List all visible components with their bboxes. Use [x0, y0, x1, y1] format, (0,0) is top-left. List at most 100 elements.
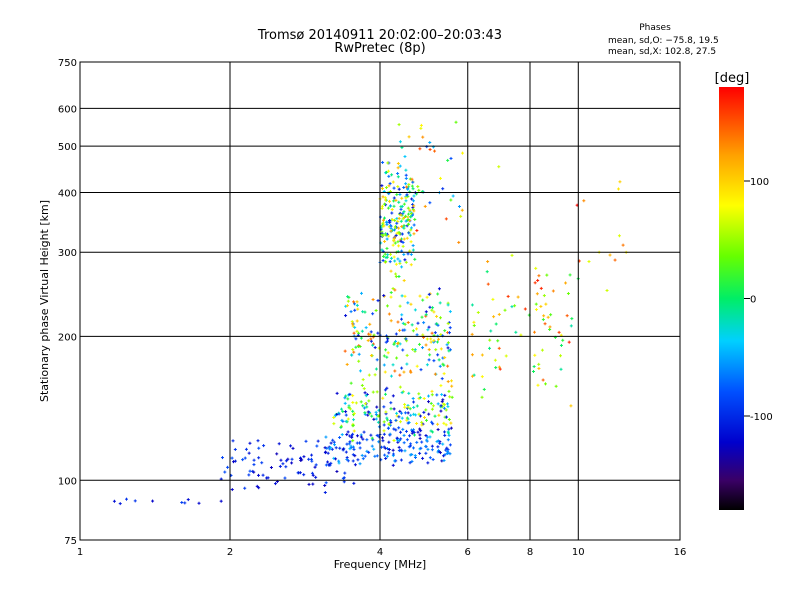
data-point: [399, 219, 403, 223]
data-point: [543, 382, 547, 386]
data-point: [391, 448, 395, 452]
data-point: [409, 263, 413, 267]
data-point: [334, 457, 338, 461]
data-point: [418, 451, 422, 455]
data-point: [418, 436, 422, 440]
data-point: [426, 435, 430, 439]
data-point: [412, 405, 416, 409]
data-point: [386, 161, 390, 165]
data-point: [392, 228, 396, 232]
data-point: [342, 480, 346, 484]
data-point: [537, 274, 541, 278]
data-point: [401, 212, 405, 216]
data-point: [406, 421, 410, 425]
data-point: [429, 401, 433, 405]
data-point: [361, 378, 365, 382]
data-point: [302, 473, 306, 477]
data-point: [372, 447, 376, 451]
data-point: [389, 295, 393, 299]
data-point: [252, 458, 256, 462]
y-tick-label: 500: [58, 142, 77, 153]
data-point: [381, 436, 385, 440]
data-point: [411, 396, 415, 400]
data-point: [398, 232, 402, 236]
y-tick-label: 75: [64, 536, 77, 547]
data-point: [400, 416, 404, 420]
data-point: [277, 442, 281, 446]
data-point: [359, 400, 363, 404]
data-point: [381, 396, 385, 400]
data-point: [426, 447, 430, 451]
data-point: [415, 440, 419, 444]
data-point: [441, 442, 445, 446]
data-point: [422, 397, 426, 401]
data-point: [404, 196, 408, 200]
data-point: [424, 408, 428, 412]
data-point: [289, 444, 293, 448]
data-point: [420, 420, 424, 424]
data-point: [396, 320, 400, 324]
data-point: [405, 185, 409, 189]
data-point: [400, 225, 404, 229]
data-point: [255, 484, 259, 488]
data-point: [534, 308, 538, 312]
data-point: [399, 437, 403, 441]
plot-frame: [79, 61, 681, 541]
data-point: [480, 395, 484, 399]
data-point: [472, 373, 476, 377]
data-point: [352, 429, 356, 433]
data-point: [488, 346, 492, 350]
data-point: [425, 295, 429, 299]
data-point: [371, 298, 375, 302]
data-point: [387, 447, 391, 451]
data-point: [388, 182, 392, 186]
data-point: [376, 331, 380, 335]
data-point: [311, 473, 315, 477]
data-point: [535, 292, 539, 296]
data-point: [344, 450, 348, 454]
data-point: [616, 187, 620, 191]
data-point: [412, 400, 416, 404]
data-point: [411, 248, 415, 252]
data-point: [382, 294, 386, 298]
data-point: [415, 229, 419, 233]
data-point: [440, 400, 444, 404]
data-point: [554, 384, 558, 388]
data-point: [340, 418, 344, 422]
data-point: [442, 372, 446, 376]
data-point: [399, 317, 403, 321]
data-point: [344, 413, 348, 417]
data-point: [395, 411, 399, 415]
data-point: [386, 426, 390, 430]
data-point: [392, 255, 396, 259]
data-point: [446, 341, 450, 345]
data-point: [532, 369, 536, 373]
data-point: [283, 476, 287, 480]
data-point: [436, 402, 440, 406]
data-point: [435, 322, 439, 326]
data-point: [414, 413, 418, 417]
data-point: [357, 352, 361, 356]
data-point: [362, 430, 366, 434]
data-point: [544, 302, 548, 306]
data-point: [353, 325, 357, 329]
data-point: [406, 218, 410, 222]
data-point: [368, 333, 372, 337]
data-point: [400, 196, 404, 200]
data-point: [339, 425, 343, 429]
data-point: [413, 454, 417, 458]
data-point: [279, 458, 283, 462]
data-point: [356, 458, 360, 462]
data-point: [243, 486, 247, 490]
data-point: [351, 347, 355, 351]
data-point: [382, 445, 386, 449]
data-point: [401, 244, 405, 248]
data-point: [403, 258, 407, 262]
data-point: [374, 410, 378, 414]
data-point: [437, 413, 441, 417]
data-point: [329, 461, 333, 465]
data-point: [360, 329, 364, 333]
data-point: [385, 418, 389, 422]
data-point: [386, 253, 390, 257]
data-point: [316, 439, 320, 443]
